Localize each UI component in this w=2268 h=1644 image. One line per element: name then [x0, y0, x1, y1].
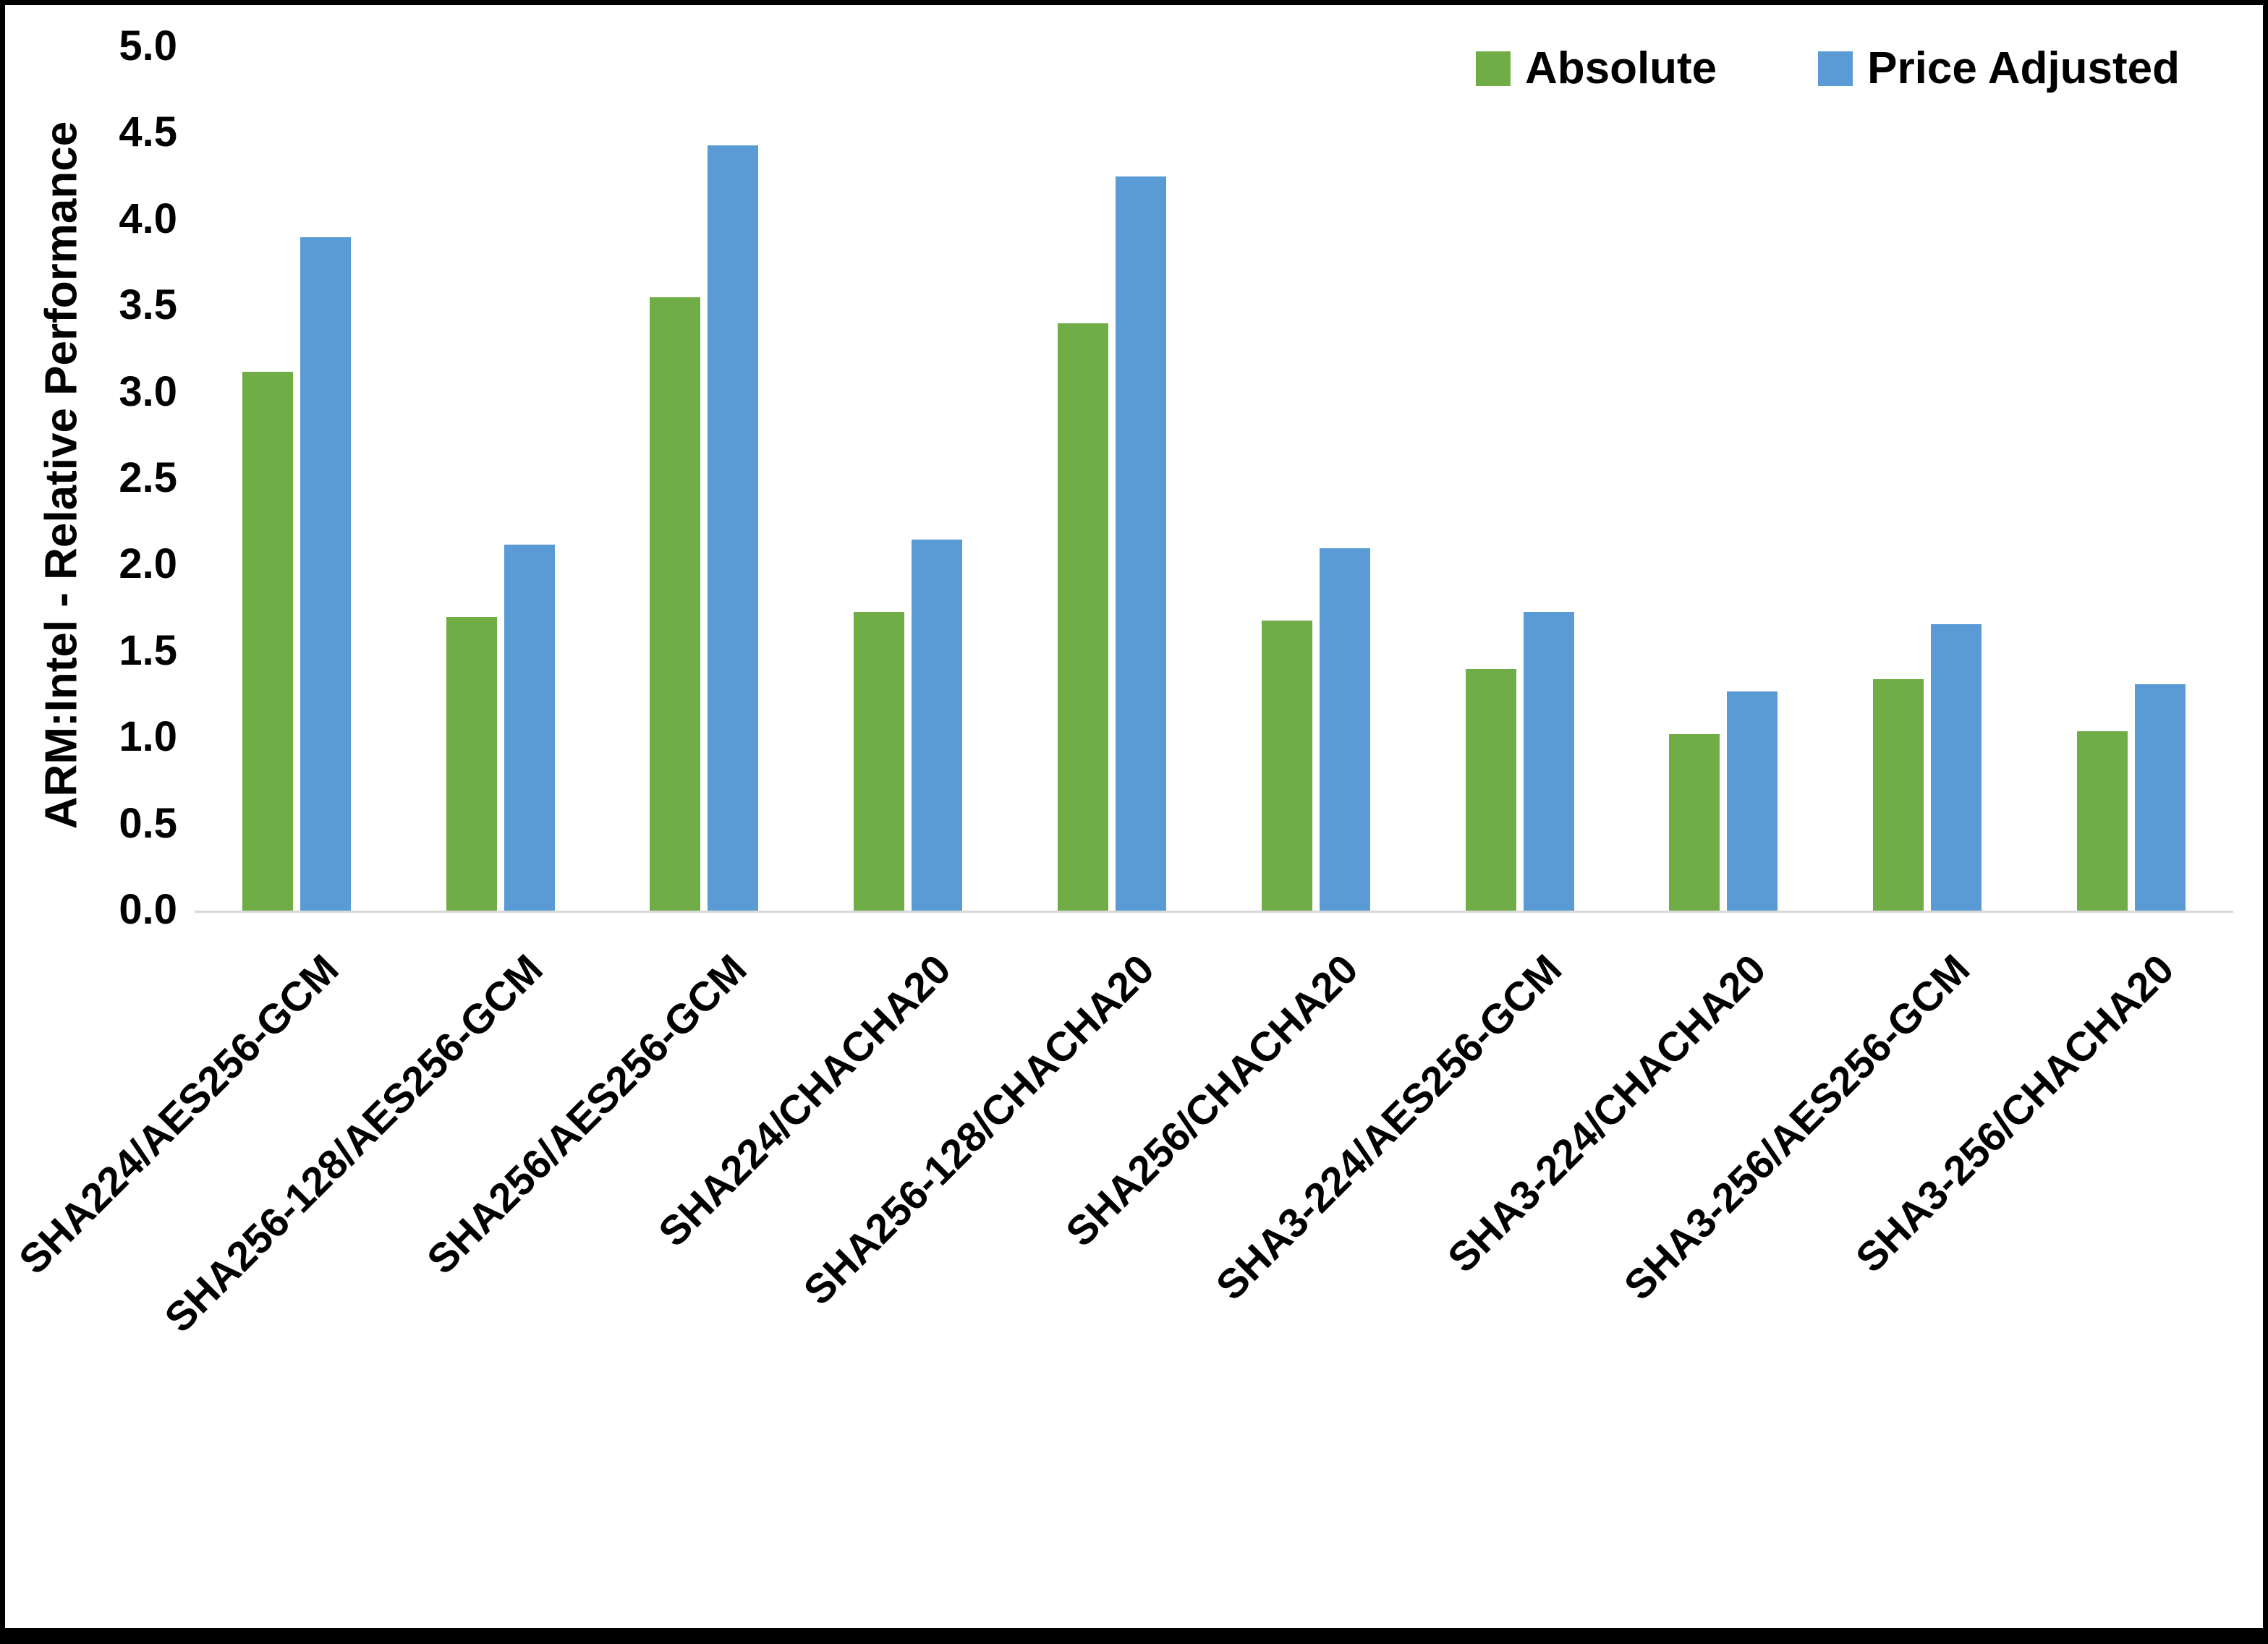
- bar-price-adjusted: [1523, 611, 1574, 911]
- y-tick-label: 0.5: [119, 799, 177, 847]
- bar-group: [1825, 47, 2029, 911]
- bar-absolute: [1465, 668, 1516, 911]
- bar-group: [1214, 47, 1418, 911]
- y-tick-label: 2.0: [119, 540, 177, 588]
- bar-group: [1622, 47, 1826, 911]
- bar-absolute: [242, 371, 293, 911]
- bar-absolute: [1261, 620, 1312, 911]
- y-tick-label: 1.0: [119, 713, 177, 761]
- y-tick-label: 5.0: [119, 22, 177, 70]
- legend-label: Absolute: [1524, 43, 1717, 93]
- y-tick-label: 3.5: [119, 281, 177, 329]
- legend: Absolute Price Adjusted: [1475, 43, 2180, 94]
- bar-absolute: [2077, 731, 2128, 911]
- bar-group: [1010, 47, 1214, 911]
- bar-absolute: [1873, 679, 1924, 911]
- bar-absolute: [446, 617, 497, 911]
- bar-price-adjusted: [1319, 548, 1370, 911]
- x-category-label: SHA256-128/AES256-GCM: [156, 945, 552, 1342]
- legend-label: Price Adjusted: [1867, 43, 2180, 93]
- legend-swatch: [1475, 51, 1511, 86]
- bar-price-adjusted: [2135, 684, 2186, 911]
- bar-absolute: [1058, 323, 1109, 911]
- bar-price-adjusted: [300, 237, 351, 911]
- bar-group: [1418, 47, 1622, 911]
- y-tick-label: 4.5: [119, 108, 177, 156]
- x-category-label: SHA3-224/AES256-GCM: [1207, 945, 1571, 1309]
- legend-item-price-adjusted: Price Adjusted: [1818, 43, 2180, 94]
- bar-group: [806, 47, 1010, 911]
- bar-price-adjusted: [1931, 623, 1982, 911]
- legend-item-absolute: Absolute: [1475, 43, 1717, 94]
- bar-group: [603, 47, 807, 911]
- bar-group: [399, 47, 603, 911]
- y-tick-label: 4.0: [119, 195, 177, 242]
- x-category-label: SHA256-128/CHACHA20: [795, 945, 1164, 1314]
- y-tick-label: 2.5: [119, 454, 177, 502]
- bar-absolute: [1669, 734, 1720, 911]
- bar-price-adjusted: [708, 145, 759, 911]
- legend-swatch: [1818, 51, 1853, 86]
- bar-absolute: [854, 611, 905, 911]
- bar-price-adjusted: [1727, 691, 1778, 911]
- y-tick-label: 1.5: [119, 626, 177, 674]
- x-category-label: SHA3-256/AES256-GCM: [1615, 945, 1979, 1309]
- plot-area: [195, 47, 2233, 913]
- bar-price-adjusted: [504, 544, 555, 911]
- bar-price-adjusted: [1116, 176, 1167, 911]
- bar-group: [2029, 47, 2233, 911]
- y-tick-label: 0.0: [119, 886, 177, 934]
- bar-absolute: [650, 297, 701, 911]
- y-tick-label: 3.0: [119, 367, 177, 415]
- bar-group: [195, 47, 399, 911]
- bar-price-adjusted: [912, 539, 963, 911]
- y-axis: 5.0 4.5 4.0 3.5 3.0 2.5 2.0 1.5 1.0 0.5 0.0: [5, 5, 177, 1628]
